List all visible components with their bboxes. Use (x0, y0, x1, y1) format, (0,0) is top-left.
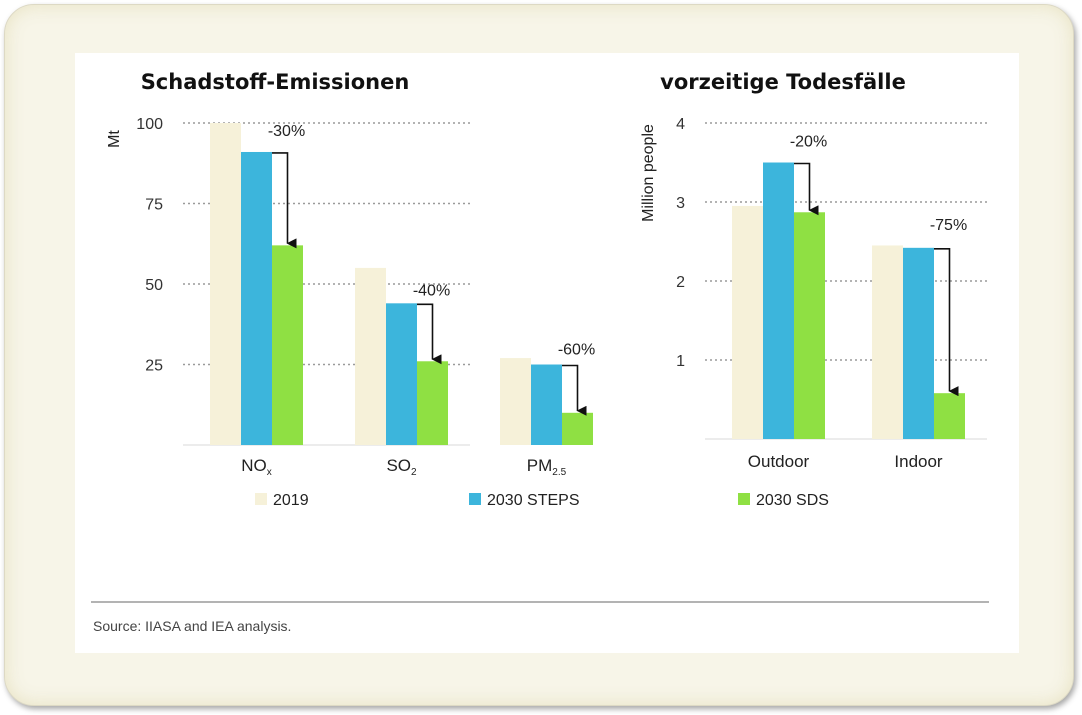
y-tick-label: 50 (145, 277, 163, 294)
reduction-arrow (417, 303, 442, 365)
y-tick-label: 2 (676, 274, 685, 291)
y-tick-label: 1 (676, 353, 685, 370)
reduction-label: -40% (413, 282, 450, 299)
y-axis-label: Million people (640, 124, 657, 222)
bar-y2019-no (210, 123, 241, 445)
bar-y2019-outdoor (732, 205, 763, 439)
reduction-label: -20% (790, 134, 827, 151)
legend-swatch-sds (738, 493, 750, 505)
bar-sds-so (417, 361, 448, 445)
bar-steps-pm (531, 364, 562, 445)
figure-panel: Schadstoff-Emissionen Mt 25 50 75 100 -30% NOx -… (75, 53, 1019, 653)
bar-steps-so (386, 303, 417, 445)
legend-label: 2019 (273, 492, 309, 509)
reduction-label: -75% (930, 217, 967, 234)
legend-swatch-y2019 (255, 493, 267, 505)
source-note: Source: IIASA and IEA analysis. (93, 618, 291, 634)
category-label: PM2.5 (527, 456, 567, 478)
bar-y2019-pm (500, 358, 531, 445)
charts-canvas: Schadstoff-Emissionen Mt 25 50 75 100 -30% NOx -… (91, 70, 989, 634)
figure-frame: Schadstoff-Emissionen Mt 25 50 75 100 -30% NOx -… (4, 4, 1074, 706)
reduction-label: -30% (268, 123, 305, 140)
bar-sds-pm (562, 412, 593, 445)
bar-steps-indoor (903, 247, 934, 439)
legend-swatch-steps (469, 493, 481, 505)
y-tick-label: 4 (676, 116, 685, 133)
bar-sds-outdoor (794, 212, 825, 439)
reduction-arrow (794, 162, 819, 216)
bar-sds-indoor (934, 393, 965, 439)
bar-steps-no (241, 151, 272, 445)
reduction-label: -60% (558, 342, 595, 359)
reduction-arrow (562, 364, 587, 416)
bar-y2019-so (355, 267, 386, 445)
bar-y2019-indoor (872, 245, 903, 439)
reduction-arrow (272, 152, 297, 249)
y-axis-label: Mt (106, 130, 123, 148)
y-tick-label: 100 (136, 116, 163, 133)
bar-sds-no (272, 245, 303, 445)
chart-title: vorzeitige Todesfälle (660, 70, 906, 94)
y-tick-label: 25 (145, 358, 163, 375)
legend-label: 2030 SDS (756, 492, 829, 509)
category-label: Indoor (894, 452, 943, 471)
legend-label: 2030 STEPS (487, 492, 580, 509)
category-label: SO2 (386, 456, 417, 478)
bar-steps-outdoor (763, 162, 794, 439)
category-label: NOx (241, 456, 272, 478)
reduction-arrow (934, 248, 959, 397)
chart-title: Schadstoff-Emissionen (141, 70, 410, 94)
y-tick-label: 3 (676, 195, 685, 212)
y-tick-label: 75 (145, 197, 163, 214)
category-label: Outdoor (748, 452, 810, 471)
